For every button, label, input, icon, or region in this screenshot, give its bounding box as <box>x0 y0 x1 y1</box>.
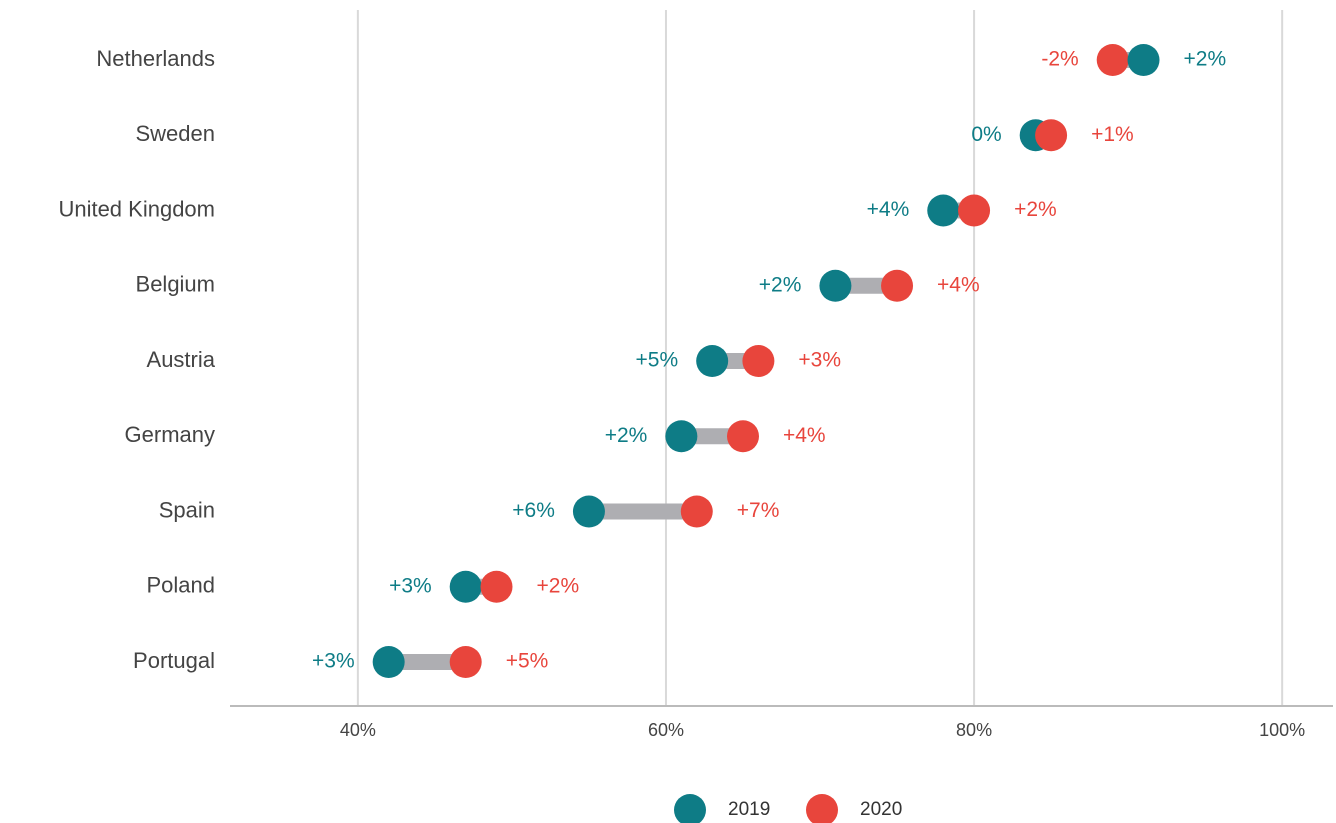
x-tick-label: 100% <box>1259 720 1305 740</box>
data-label: -2% <box>1041 48 1078 71</box>
y-tick-label: Poland <box>146 573 215 598</box>
legend-label: 2019 <box>728 799 770 820</box>
dot <box>665 420 698 453</box>
y-tick-label: Belgium <box>136 272 215 297</box>
dot <box>958 194 991 227</box>
dot <box>1096 44 1129 76</box>
dot <box>572 495 605 528</box>
data-label: +7% <box>737 499 780 522</box>
data-label: +2% <box>1014 198 1057 221</box>
data-label: +2% <box>605 424 648 447</box>
y-tick-label: Austria <box>147 347 216 372</box>
dot <box>1035 119 1068 152</box>
dot <box>1127 44 1160 76</box>
y-tick-label: Portugal <box>133 648 215 673</box>
data-label: +6% <box>512 499 555 522</box>
data-label: +4% <box>783 424 826 447</box>
x-tick-label: 80% <box>956 720 992 740</box>
legend-swatch <box>806 794 838 823</box>
dot <box>927 194 960 227</box>
data-label: +4% <box>937 273 980 296</box>
y-tick-label: United Kingdom <box>58 196 215 221</box>
data-label: +2% <box>537 574 580 597</box>
data-label: +2% <box>1184 48 1227 71</box>
data-label: +3% <box>389 574 432 597</box>
dot <box>480 570 513 603</box>
data-label: +3% <box>798 349 841 372</box>
dot <box>819 269 852 302</box>
dot <box>372 646 405 678</box>
dot <box>742 345 775 377</box>
data-label: +1% <box>1091 123 1134 146</box>
legend-label: 2020 <box>860 799 902 820</box>
data-label: +3% <box>312 650 355 673</box>
x-tick-label: 40% <box>340 720 376 740</box>
dot <box>680 495 713 528</box>
y-tick-label: Netherlands <box>96 46 215 71</box>
y-tick-label: Sweden <box>135 121 215 146</box>
data-label: 0% <box>971 123 1001 146</box>
y-tick-label: Spain <box>159 497 215 522</box>
dot <box>449 570 482 603</box>
data-label: +2% <box>759 273 802 296</box>
data-label: +4% <box>867 198 910 221</box>
x-tick-label: 60% <box>648 720 684 740</box>
dot <box>696 345 729 377</box>
y-tick-label: Germany <box>125 422 215 447</box>
dot <box>449 646 482 678</box>
dot <box>881 269 914 302</box>
dot <box>726 420 759 453</box>
data-label: +5% <box>506 650 549 673</box>
data-label: +5% <box>636 349 679 372</box>
legend-swatch <box>674 794 706 823</box>
